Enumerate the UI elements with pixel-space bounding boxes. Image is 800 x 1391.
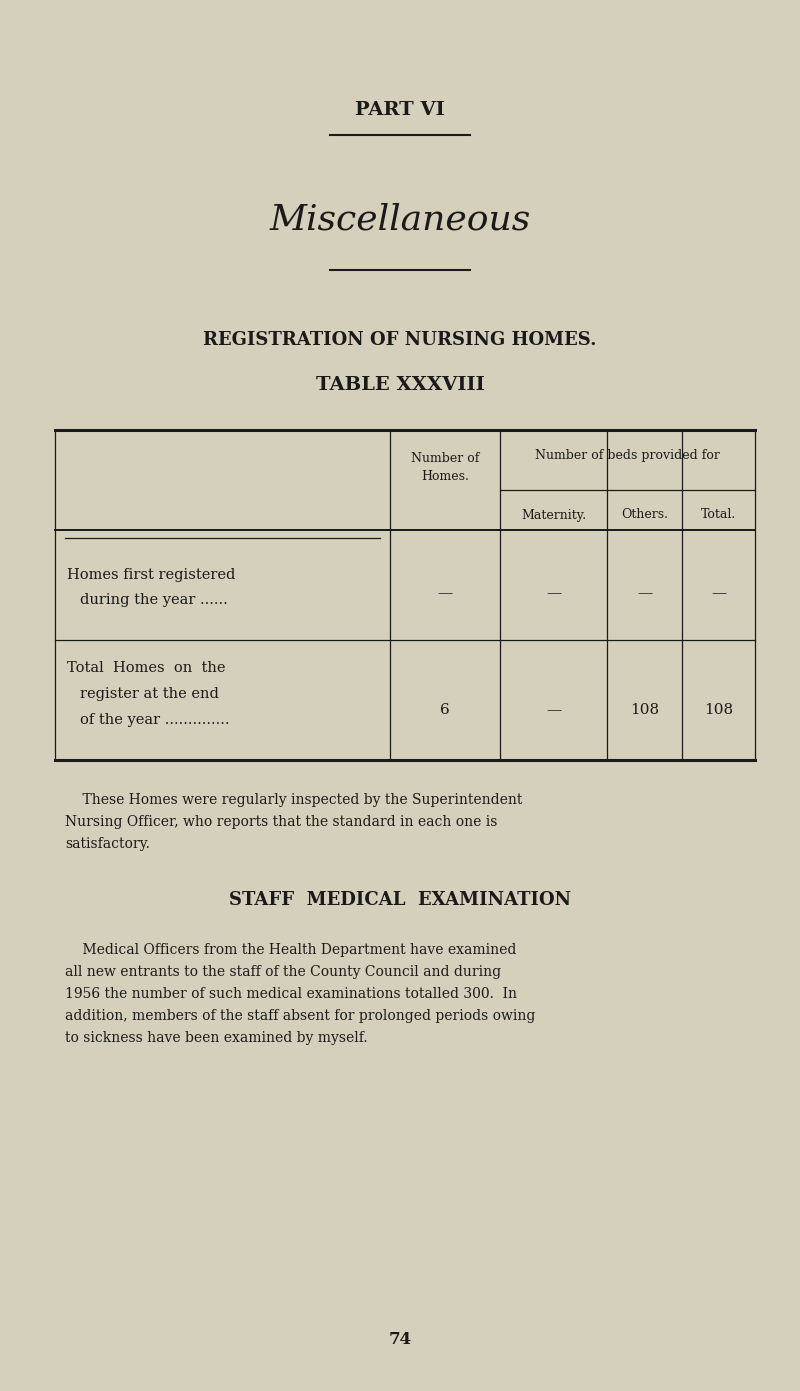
Text: REGISTRATION OF NURSING HOMES.: REGISTRATION OF NURSING HOMES. [203,331,597,349]
Text: Total  Homes  on  the: Total Homes on the [67,661,226,675]
Text: —: — [711,586,726,600]
Text: Miscellaneous: Miscellaneous [270,203,530,236]
Text: —: — [546,702,561,716]
Text: —: — [637,586,652,600]
Text: Number of beds provided for: Number of beds provided for [535,448,720,462]
Text: TABLE XXXVIII: TABLE XXXVIII [316,376,484,394]
Text: PART VI: PART VI [355,102,445,120]
Text: —: — [438,586,453,600]
Text: Homes first registered: Homes first registered [67,568,235,581]
Text: 108: 108 [704,702,733,716]
Text: Number of: Number of [411,452,479,465]
Text: 74: 74 [389,1331,411,1348]
Text: addition, members of the staff absent for prolonged periods owing: addition, members of the staff absent fo… [65,1008,535,1022]
Text: Total.: Total. [701,509,736,522]
Text: Nursing Officer, who reports that the standard in each one is: Nursing Officer, who reports that the st… [65,815,498,829]
Text: to sickness have been examined by myself.: to sickness have been examined by myself… [65,1031,368,1045]
Text: Homes.: Homes. [421,470,469,483]
Text: Others.: Others. [621,509,668,522]
Text: of the year ..............: of the year .............. [80,714,230,727]
Text: 1956 the number of such medical examinations totalled 300.  In: 1956 the number of such medical examinat… [65,988,517,1002]
Text: Maternity.: Maternity. [521,509,586,522]
Text: satisfactory.: satisfactory. [65,837,150,851]
Text: all new entrants to the staff of the County Council and during: all new entrants to the staff of the Cou… [65,965,501,979]
Text: STAFF  MEDICAL  EXAMINATION: STAFF MEDICAL EXAMINATION [229,892,571,908]
Text: These Homes were regularly inspected by the Superintendent: These Homes were regularly inspected by … [65,793,522,807]
Text: register at the end: register at the end [80,687,219,701]
Text: Medical Officers from the Health Department have examined: Medical Officers from the Health Departm… [65,943,516,957]
Text: 6: 6 [440,702,450,716]
Text: during the year ......: during the year ...... [80,593,228,606]
Text: 108: 108 [630,702,659,716]
Text: —: — [546,586,561,600]
